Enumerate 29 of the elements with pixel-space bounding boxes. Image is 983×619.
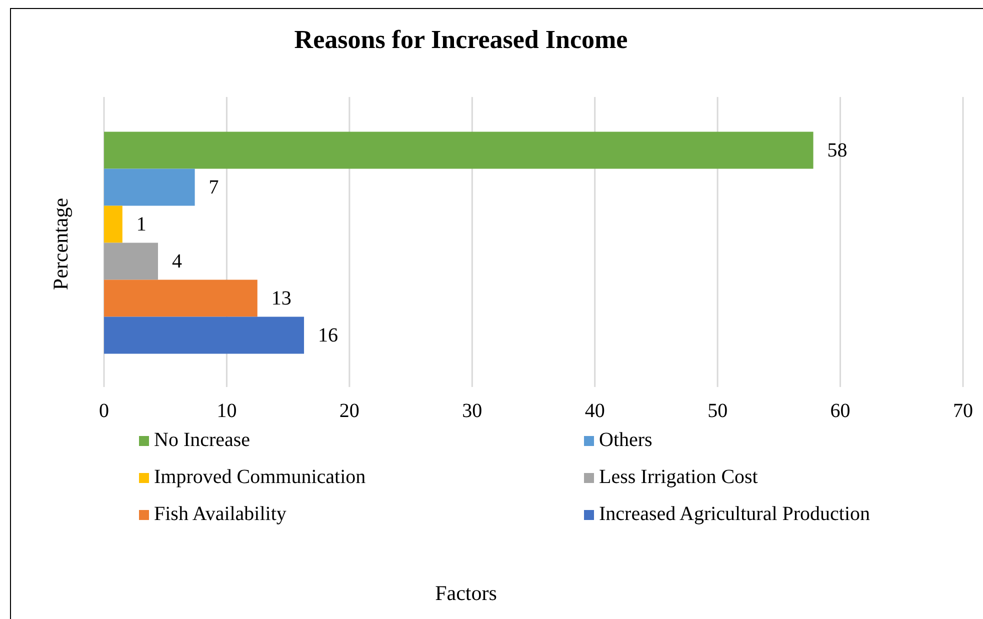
data-label: 13 (271, 287, 292, 310)
data-label: 16 (318, 324, 338, 346)
x-tick-label: 0 (99, 400, 109, 422)
x-tick-label: 30 (462, 400, 482, 422)
bar (104, 316, 304, 354)
legend-label: Fish Availability (153, 503, 288, 526)
bar (104, 206, 122, 243)
x-tick-label: 40 (584, 400, 605, 422)
data-label: 58 (827, 139, 848, 162)
bar (104, 168, 195, 206)
legend-label: Improved Communication (153, 466, 367, 489)
data-label: 7 (208, 176, 219, 198)
bar (104, 242, 158, 280)
data-label: 1 (136, 213, 146, 236)
bar (104, 132, 814, 169)
x-tick-label: 20 (339, 400, 360, 422)
x-tick-label: 60 (830, 400, 850, 422)
bar (104, 280, 258, 317)
x-tick-label: 50 (708, 400, 728, 422)
x-tick-label: 10 (216, 400, 237, 422)
legend-label: No Increase (153, 429, 252, 452)
text: Factors (434, 581, 498, 606)
chart-title: Reasons for Increased Income (293, 25, 629, 55)
legend-label: Less Irrigation Cost (598, 466, 759, 489)
x-tick-label: 70 (953, 400, 973, 422)
data-label: 4 (172, 250, 182, 272)
legend-label: Others (598, 429, 654, 452)
legend-label: Increased Agricultural Production (598, 503, 872, 526)
y-axis-title: Percentage (48, 198, 74, 290)
